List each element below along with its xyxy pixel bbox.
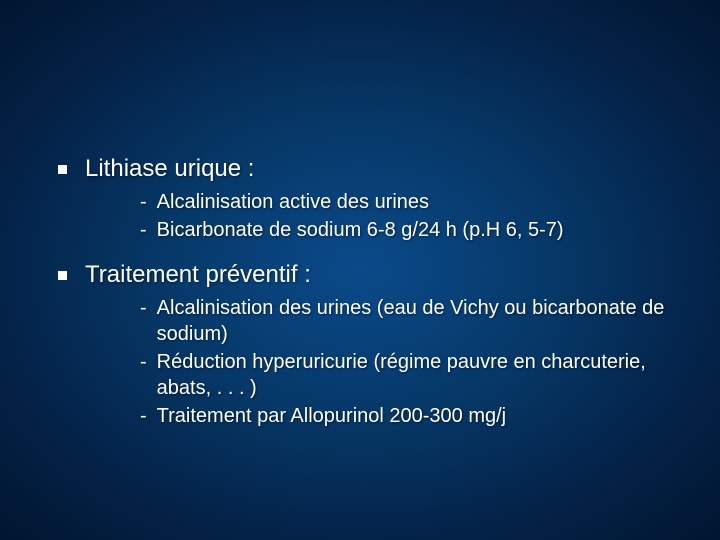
dash-icon: - bbox=[140, 349, 147, 375]
list-item: - Traitement par Allopurinol 200-300 mg/… bbox=[140, 403, 690, 429]
subitems: - Alcalinisation des urines (eau de Vich… bbox=[140, 295, 690, 429]
heading-row: Traitement préventif : bbox=[50, 261, 690, 289]
list-item: - Réduction hyperuricurie (régime pauvre… bbox=[140, 349, 690, 401]
bullet-square-icon bbox=[58, 165, 67, 174]
list-item: - Alcalinisation active des urines bbox=[140, 189, 690, 215]
dash-icon: - bbox=[140, 189, 147, 215]
list-item: - Alcalinisation des urines (eau de Vich… bbox=[140, 295, 690, 347]
bullet-square-icon bbox=[58, 271, 67, 280]
item-text: Alcalinisation active des urines bbox=[157, 189, 690, 215]
dash-icon: - bbox=[140, 403, 147, 429]
subitems: - Alcalinisation active des urines - Bic… bbox=[140, 189, 690, 243]
item-text: Alcalinisation des urines (eau de Vichy … bbox=[157, 295, 690, 347]
heading-row: Lithiase urique : bbox=[50, 155, 690, 183]
item-text: Réduction hyperuricurie (régime pauvre e… bbox=[157, 349, 690, 401]
dash-icon: - bbox=[140, 295, 147, 321]
section-heading: Traitement préventif : bbox=[85, 261, 311, 289]
item-text: Bicarbonate de sodium 6-8 g/24 h (p.H 6,… bbox=[157, 217, 690, 243]
dash-icon: - bbox=[140, 217, 147, 243]
section-lithiase: Lithiase urique : - Alcalinisation activ… bbox=[50, 155, 690, 243]
section-heading: Lithiase urique : bbox=[85, 155, 254, 183]
section-traitement: Traitement préventif : - Alcalinisation … bbox=[50, 261, 690, 429]
list-item: - Bicarbonate de sodium 6-8 g/24 h (p.H … bbox=[140, 217, 690, 243]
item-text: Traitement par Allopurinol 200-300 mg/j bbox=[157, 403, 690, 429]
slide-content: Lithiase urique : - Alcalinisation activ… bbox=[50, 155, 690, 447]
